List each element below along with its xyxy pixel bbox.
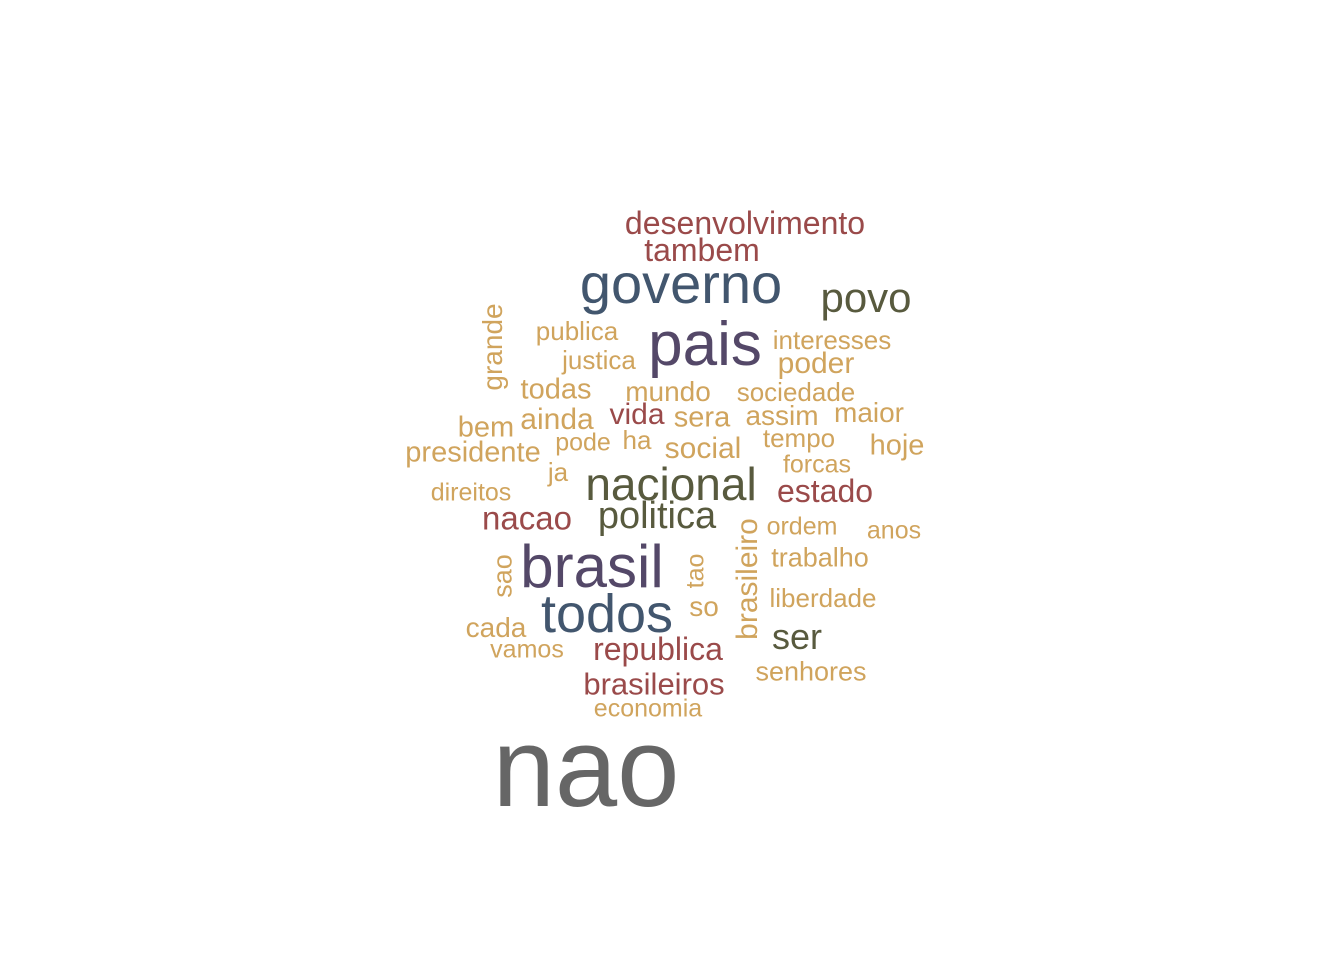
word-ser: ser	[771, 616, 823, 657]
word-economia: economia	[593, 694, 703, 723]
word-interesses: interesses	[772, 325, 892, 355]
word-politica: politica	[597, 495, 717, 537]
word-nao: nao	[492, 705, 680, 830]
word-social: social	[664, 432, 742, 465]
word-brasileiro: brasileiro	[731, 518, 764, 640]
word-todos: todos	[540, 584, 674, 644]
word-poder: poder	[777, 347, 855, 380]
word-sera: sera	[673, 401, 731, 434]
word-so: so	[689, 591, 719, 622]
word-direitos: direitos	[430, 478, 512, 507]
word-ordem: ordem	[766, 512, 838, 541]
word-todas: todas	[520, 373, 592, 406]
word-ja: ja	[547, 457, 569, 487]
word-sao: sao	[487, 554, 518, 598]
word-desenvolvimento: desenvolvimento	[624, 205, 866, 241]
word-ha: ha	[622, 425, 652, 455]
word-governo: governo	[579, 252, 783, 315]
word-senhores: senhores	[755, 656, 867, 687]
word-povo: povo	[820, 274, 912, 321]
word-vamos: vamos	[490, 635, 564, 664]
word-pais: pais	[648, 310, 762, 379]
word-mundo: mundo	[625, 376, 711, 407]
word-nacao: nacao	[482, 499, 572, 537]
word-pode: pode	[555, 428, 611, 457]
word-forcas: forcas	[782, 450, 852, 479]
word-hoje: hoje	[869, 429, 925, 462]
word-assim: assim	[745, 400, 819, 431]
word-republica: republica	[593, 631, 723, 667]
word-publica: publica	[535, 316, 619, 346]
word-brasileiros: brasileiros	[583, 666, 725, 702]
word-ainda: ainda	[520, 403, 594, 436]
word-presidente: presidente	[405, 436, 541, 469]
word-tao: tao	[681, 553, 710, 589]
word-tambem: tambem	[644, 232, 760, 268]
word-trabalho: trabalho	[771, 542, 869, 573]
word-estado: estado	[776, 473, 874, 509]
word-vida: vida	[609, 398, 665, 431]
word-justica: justica	[562, 345, 636, 375]
word-tempo: tempo	[762, 423, 836, 453]
word-grande: grande	[477, 303, 508, 391]
word-sociedade: sociedade	[736, 377, 856, 407]
word-bem: bem	[457, 411, 515, 444]
word-anos: anos	[866, 516, 922, 545]
word-nacional: nacional	[585, 458, 757, 510]
word-brasil: brasil	[520, 533, 664, 600]
word-liberdade: liberdade	[769, 583, 877, 613]
word-maior: maior	[833, 397, 905, 428]
word-cada: cada	[465, 612, 527, 643]
